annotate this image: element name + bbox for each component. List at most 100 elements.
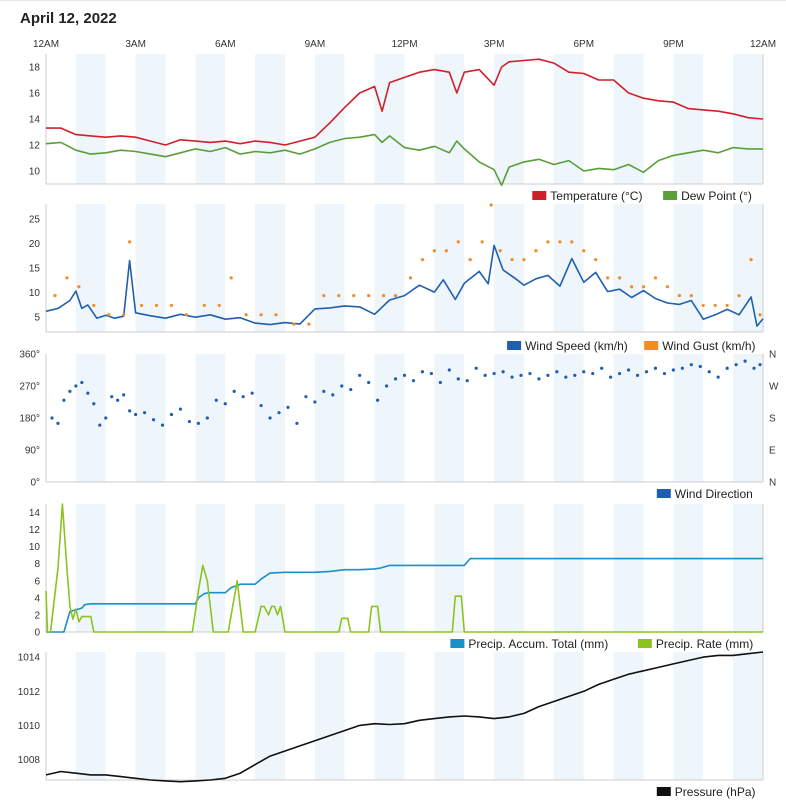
band-shaded xyxy=(75,652,106,780)
data-point xyxy=(169,412,174,417)
data-point xyxy=(707,370,711,374)
data-point xyxy=(618,371,622,376)
y-tick-label: 1014 xyxy=(18,653,41,664)
data-point xyxy=(510,258,514,262)
data-point xyxy=(444,249,448,253)
band-light xyxy=(524,504,554,632)
band-light xyxy=(464,54,495,184)
band-light xyxy=(344,354,375,482)
data-point xyxy=(701,303,705,308)
band-light xyxy=(643,204,674,332)
data-point xyxy=(86,391,90,395)
data-point xyxy=(349,387,353,392)
band-light xyxy=(524,54,554,184)
band-light xyxy=(643,652,674,780)
y-tick-label: 25 xyxy=(29,214,41,225)
band-light xyxy=(285,652,315,780)
series-line xyxy=(45,503,763,633)
band-light xyxy=(165,54,196,184)
data-point xyxy=(196,421,200,425)
legend-label: Temperature (°C) xyxy=(550,189,642,203)
x-tick-label: 6PM xyxy=(573,39,594,50)
data-point xyxy=(140,303,144,308)
data-point xyxy=(498,249,502,253)
band-light xyxy=(583,54,614,184)
band-shaded xyxy=(613,504,644,632)
data-point xyxy=(743,359,747,363)
data-point xyxy=(758,313,762,317)
y-tick-label: 14 xyxy=(29,115,41,126)
band-shaded xyxy=(374,354,405,482)
y-tick-label: 15 xyxy=(29,264,41,275)
top-border xyxy=(0,0,786,1)
data-point xyxy=(492,371,496,376)
data-point xyxy=(241,395,245,399)
data-point xyxy=(447,368,451,372)
data-point xyxy=(122,393,126,397)
data-point xyxy=(268,416,272,420)
data-point xyxy=(116,398,120,402)
band-shaded xyxy=(733,652,763,780)
band-shaded xyxy=(135,204,166,332)
data-point xyxy=(295,421,299,425)
legend-label: Dew Point (°) xyxy=(681,189,752,203)
data-point xyxy=(92,402,96,406)
y-tick-label: 1008 xyxy=(18,755,41,766)
data-point xyxy=(716,375,720,379)
band-light xyxy=(105,652,136,780)
legend-label: Pressure (hPa) xyxy=(675,785,756,799)
data-point xyxy=(528,371,532,376)
data-point xyxy=(340,384,344,388)
band-shaded xyxy=(434,354,465,482)
x-tick-label: 12AM xyxy=(33,39,59,50)
data-point xyxy=(582,370,586,374)
data-point xyxy=(184,313,189,317)
data-point xyxy=(244,313,248,317)
data-point xyxy=(77,285,81,289)
band-light xyxy=(46,204,76,332)
data-point xyxy=(376,398,380,402)
data-point xyxy=(564,375,568,379)
band-light xyxy=(344,504,375,632)
series-line xyxy=(46,58,764,146)
band-shaded xyxy=(673,504,704,632)
data-point xyxy=(641,285,646,289)
band-light xyxy=(285,504,315,632)
data-point xyxy=(322,389,326,393)
data-point xyxy=(725,303,729,308)
legend-label: Wind Direction xyxy=(675,487,753,501)
band-light xyxy=(703,652,734,780)
band-light xyxy=(285,354,315,482)
data-point xyxy=(698,364,702,369)
band-light xyxy=(165,204,196,332)
band-shaded xyxy=(255,204,285,332)
band-shaded xyxy=(75,54,106,184)
band-light xyxy=(225,652,256,780)
data-point xyxy=(286,405,290,409)
band-shaded xyxy=(195,652,226,780)
data-point xyxy=(474,366,478,370)
data-point xyxy=(381,293,386,298)
y-tick-label: 14 xyxy=(29,508,41,519)
data-point xyxy=(420,370,425,374)
band-light xyxy=(344,204,375,332)
data-point xyxy=(483,373,487,377)
data-point xyxy=(214,398,218,402)
band-shaded xyxy=(553,54,584,184)
data-point xyxy=(367,380,371,385)
band-light xyxy=(165,504,196,632)
data-point xyxy=(573,373,577,377)
data-point xyxy=(402,373,407,377)
band-shaded xyxy=(673,354,704,482)
data-point xyxy=(480,240,484,244)
data-point xyxy=(128,409,132,413)
x-tick-label: 9PM xyxy=(663,39,684,50)
band-shaded xyxy=(135,504,166,632)
band-light xyxy=(165,652,196,780)
data-point xyxy=(653,366,658,370)
data-point xyxy=(582,249,586,253)
y-tick-label: 4 xyxy=(34,593,40,604)
band-shaded xyxy=(195,354,226,482)
data-point xyxy=(665,285,670,289)
data-point xyxy=(151,418,156,422)
